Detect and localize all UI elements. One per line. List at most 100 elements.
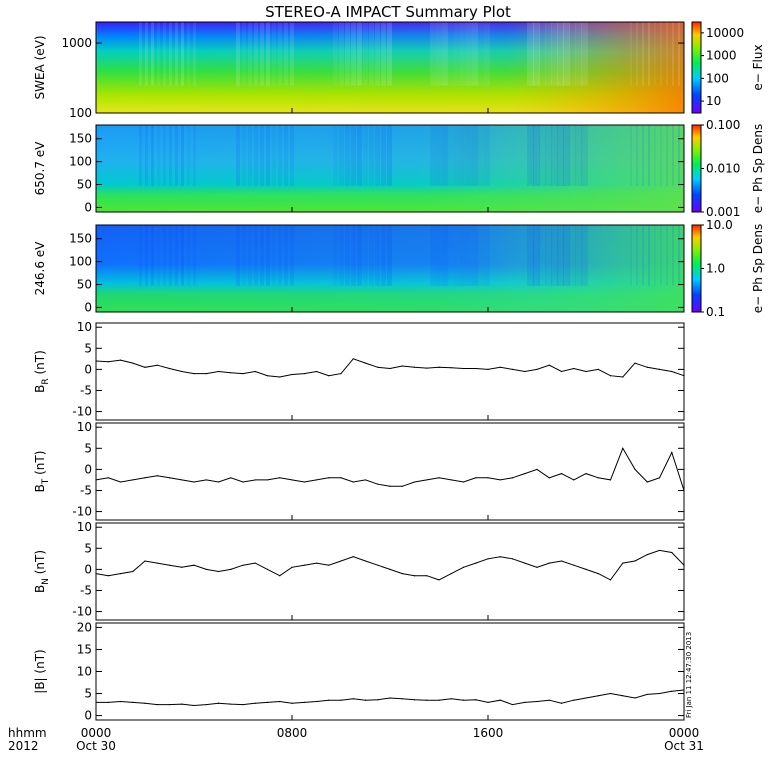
data-point — [413, 481, 416, 483]
spectrogram-streak — [381, 225, 386, 286]
data-point — [119, 573, 122, 575]
data-point — [524, 473, 526, 475]
y-tick-label: -5 — [80, 383, 92, 397]
y-label-subscript: N — [41, 578, 51, 585]
y-label-main: |B| — [33, 677, 47, 693]
y-axis-label: BT (nT) — [33, 451, 51, 493]
panel-frame — [95, 124, 685, 213]
spectrogram-streak — [478, 22, 484, 86]
spectrogram-streak — [563, 22, 570, 86]
spectrogram-streak — [333, 125, 338, 186]
data-point — [671, 451, 673, 454]
data-point — [573, 699, 575, 701]
y-tick-label: 50 — [77, 278, 92, 292]
data-point — [548, 562, 550, 564]
y-axis-label: BR (nT) — [33, 350, 51, 393]
spectrogram-streak — [636, 125, 638, 186]
y-axis-label: |B| (nT) — [33, 649, 47, 693]
spectrogram-streak — [539, 125, 546, 186]
data-point — [609, 579, 612, 581]
data-point — [168, 564, 171, 566]
y-tick-label: 100 — [69, 155, 92, 169]
data-point — [315, 479, 318, 481]
colorbar-tick-label: 0.1 — [706, 305, 725, 319]
data-point — [401, 698, 403, 700]
data-point — [634, 697, 636, 699]
data-point — [340, 477, 342, 479]
data-point — [450, 573, 452, 575]
spectrogram-streak — [339, 125, 344, 186]
data-point — [132, 362, 134, 364]
spectrogram-streak — [442, 125, 448, 186]
data-point — [658, 549, 661, 552]
data-point — [401, 573, 403, 575]
spectrogram-streak — [272, 225, 276, 286]
spectrogram-streak — [193, 22, 196, 86]
data-point — [181, 479, 183, 481]
data-point — [352, 698, 354, 700]
data-point — [254, 479, 256, 481]
data-point — [303, 373, 305, 375]
colorbar-pad650: 0.001 0.010 0.100 e− Ph Sp Dens — [691, 118, 765, 219]
data-point — [95, 360, 97, 362]
spectrogram-streak — [551, 225, 558, 286]
spectrogram-streak — [454, 22, 460, 86]
spectrogram-streak — [290, 22, 294, 86]
spectrogram-streak — [448, 225, 454, 286]
data-point — [364, 560, 367, 562]
spectrogram-streak — [278, 125, 282, 186]
spectrogram-streak — [181, 22, 184, 86]
data-point — [132, 701, 134, 703]
data-point — [95, 479, 97, 481]
data-point — [597, 695, 599, 697]
spectrogram-streak — [266, 22, 270, 86]
y-axis-label: 246.6 eV — [33, 241, 47, 296]
data-point — [548, 699, 550, 701]
data-point — [315, 370, 318, 373]
data-point — [266, 375, 269, 377]
data-point — [426, 479, 428, 481]
data-point — [168, 367, 171, 370]
spectrogram-streak — [266, 125, 270, 186]
data-point — [413, 699, 416, 701]
spectrogram-streak — [381, 125, 386, 186]
data-point — [193, 373, 195, 375]
spectrogram-streak — [151, 125, 154, 186]
spectrogram-streak — [375, 125, 380, 186]
spectrogram-streak — [236, 125, 240, 186]
spectrogram-streak — [648, 22, 650, 86]
data-point — [658, 692, 661, 695]
data-point — [193, 564, 195, 566]
spectrogram-streak — [363, 22, 368, 86]
data-point — [622, 447, 624, 449]
spectrogram-streak — [569, 125, 576, 186]
data-point — [548, 477, 550, 479]
y-axis-label: BN (nT) — [33, 550, 51, 593]
data-point — [622, 695, 624, 697]
data-point — [315, 562, 318, 564]
data-point — [144, 366, 146, 368]
data-point — [487, 477, 489, 479]
data-point — [132, 570, 134, 573]
data-point — [279, 477, 281, 479]
spectrogram-streak — [630, 22, 632, 86]
spectrogram-streak — [460, 22, 466, 86]
data-point — [573, 479, 575, 481]
spectrogram-streak — [333, 225, 338, 286]
spectrogram-streak — [636, 225, 638, 286]
colorbar-tick-label: 0.001 — [706, 205, 740, 219]
spectrogram-streak — [339, 225, 344, 286]
spectrogram-streak — [533, 22, 540, 86]
spectrogram-streak — [672, 125, 674, 186]
spectrogram-streak — [533, 225, 540, 286]
spectrogram-streak — [642, 125, 644, 186]
data-point — [634, 560, 636, 562]
spectrogram-streak — [581, 225, 588, 286]
spectrogram-streak — [357, 225, 362, 286]
data-point — [511, 368, 514, 370]
data-point — [536, 368, 538, 370]
y-tick-label: 10 — [77, 665, 92, 679]
spectrogram-streak — [369, 22, 374, 86]
spectrogram-streak — [151, 225, 154, 286]
data-point — [364, 479, 367, 481]
